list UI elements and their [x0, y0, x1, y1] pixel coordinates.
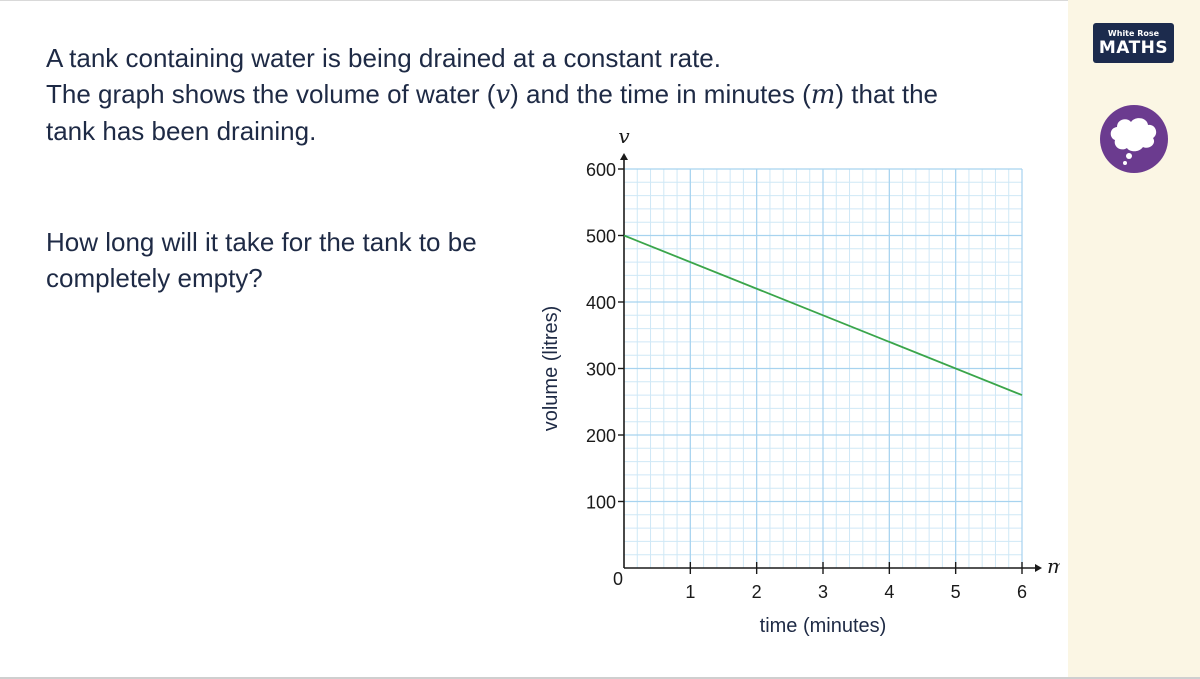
- y-tick-label: 600: [586, 160, 616, 180]
- y-tick-label: 300: [586, 360, 616, 380]
- y-tick-label: 500: [586, 227, 616, 247]
- prompt-text: How long will it take for the tank to be…: [46, 224, 546, 296]
- x-tick-label: 3: [818, 582, 828, 602]
- thought-bubble-icon: [1100, 105, 1168, 173]
- question-line-3: tank has been draining.: [46, 116, 317, 146]
- y-axis-title: volume (litres): [540, 306, 562, 432]
- question-line-1: A tank containing water is being drained…: [46, 43, 721, 73]
- white-rose-maths-logo: White Rose MATHS: [1093, 23, 1174, 63]
- x-tick-label: 4: [884, 582, 894, 602]
- x-tick-label: 5: [951, 582, 961, 602]
- y-axis-arrow: [620, 153, 628, 160]
- logo-small-text: White Rose: [1107, 29, 1160, 38]
- question-text: A tank containing water is being drained…: [46, 40, 1046, 149]
- origin-label: 0: [613, 569, 623, 589]
- y-tick-label: 100: [586, 493, 616, 513]
- y-variable-label: v: [618, 125, 630, 148]
- x-axis-arrow: [1035, 564, 1042, 572]
- prompt-line-1: How long will it take for the tank to be: [46, 227, 477, 257]
- y-tick-label: 400: [586, 293, 616, 313]
- prompt-line-2: completely empty?: [46, 263, 263, 293]
- x-tick-label: 2: [752, 582, 762, 602]
- series-line-volume: [623, 234, 1023, 396]
- variable-m: m: [810, 80, 836, 110]
- bottom-border: [0, 677, 1200, 679]
- question-line-2-c: ) that the: [835, 79, 939, 109]
- variable-v: v: [495, 80, 511, 110]
- logo-big-text: MATHS: [1098, 38, 1169, 58]
- y-tick-label: 200: [586, 426, 616, 446]
- x-variable-label: m: [1047, 554, 1060, 578]
- x-axis-title: time (minutes): [760, 615, 887, 637]
- x-tick-label: 1: [685, 582, 695, 602]
- question-line-2: The graph shows the volume of water (v) …: [46, 76, 1046, 113]
- volume-time-chart: 1 2 3 4 5 6 100 200 300 400 500 600 0 v m time (minutes…: [540, 125, 1060, 637]
- x-tick-label: 6: [1017, 582, 1027, 602]
- sidebar: [1068, 0, 1200, 679]
- question-line-2-b: ) and the time in minutes (: [510, 79, 811, 109]
- question-line-2-a: The graph shows the volume of water (: [46, 79, 496, 109]
- top-border: [0, 0, 1200, 1]
